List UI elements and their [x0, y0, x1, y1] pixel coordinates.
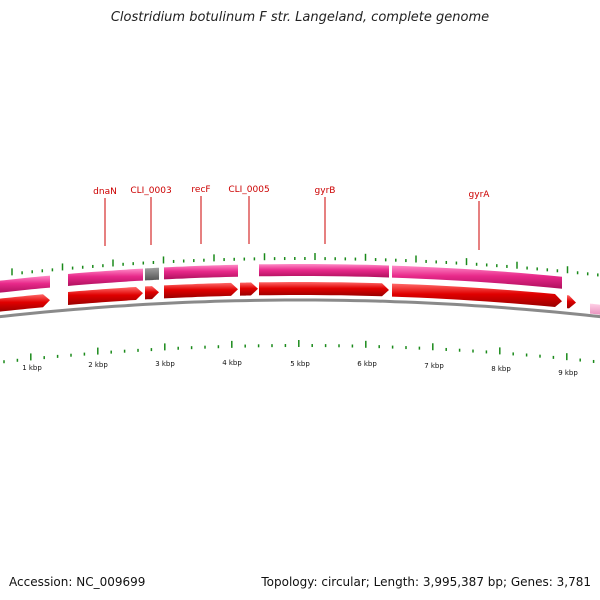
cds-arrow: [567, 295, 576, 309]
genome-summary-text: Topology: circular; Length: 3,995,387 bp…: [261, 575, 591, 589]
accession-text: Accession: NC_009699: [9, 575, 146, 589]
cds-arrow: [392, 283, 562, 307]
gene-labels: dnaN CLI_0003 recF CLI_0005 gyrB gyrA: [93, 185, 490, 200]
lower-tick-marks: [3, 340, 595, 364]
gene-label-cli-0005: CLI_0005: [228, 185, 269, 195]
gene-block-cli-0003: [145, 267, 159, 281]
gene-block-gyrB: [259, 264, 389, 278]
cds-arrow: [259, 282, 389, 297]
gene-block-dnaN: [68, 268, 143, 286]
gene-label-dnaN: dnaN: [93, 187, 117, 197]
kbp-label-8: 8 kbp: [491, 365, 511, 373]
gene-label-cli-0003: CLI_0003: [130, 186, 171, 196]
cds-arrow: [68, 287, 143, 305]
kbp-label-4: 4 kbp: [222, 359, 242, 367]
genome-title: Clostridium botulinum F str. Langeland, …: [110, 10, 490, 25]
kbp-label-6: 6 kbp: [357, 360, 377, 368]
cds-arrow: [164, 282, 238, 299]
kbp-label-9: 9 kbp: [558, 369, 578, 377]
genome-backbone: [0, 298, 600, 319]
gene-track: [0, 264, 600, 315]
gene-label-gyrA: gyrA: [469, 190, 491, 200]
gene-label-recF: recF: [191, 185, 210, 195]
kbp-label-2: 2 kbp: [88, 361, 108, 369]
kbp-label-3: 3 kbp: [155, 360, 175, 368]
gene-block-recF: [164, 264, 238, 280]
gene-block-gyrA: [392, 265, 562, 289]
gene-label-gyrB: gyrB: [315, 186, 336, 196]
kbp-label-7: 7 kbp: [424, 362, 444, 370]
kbp-label-1: 1 kbp: [22, 364, 42, 372]
gene-block: [0, 275, 50, 293]
cds-arrow: [0, 294, 50, 312]
upper-tick-marks: [11, 253, 599, 277]
kbp-label-5: 5 kbp: [290, 360, 310, 368]
cds-arrow: [240, 282, 258, 296]
kbp-labels: 1 kbp 2 kbp 3 kbp 4 kbp 5 kbp 6 kbp 7 kb…: [22, 359, 578, 377]
gene-block-partial: [590, 303, 600, 315]
gene-label-leaders: [104, 196, 480, 250]
cds-arrow: [145, 286, 159, 300]
cds-track: [0, 282, 576, 312]
